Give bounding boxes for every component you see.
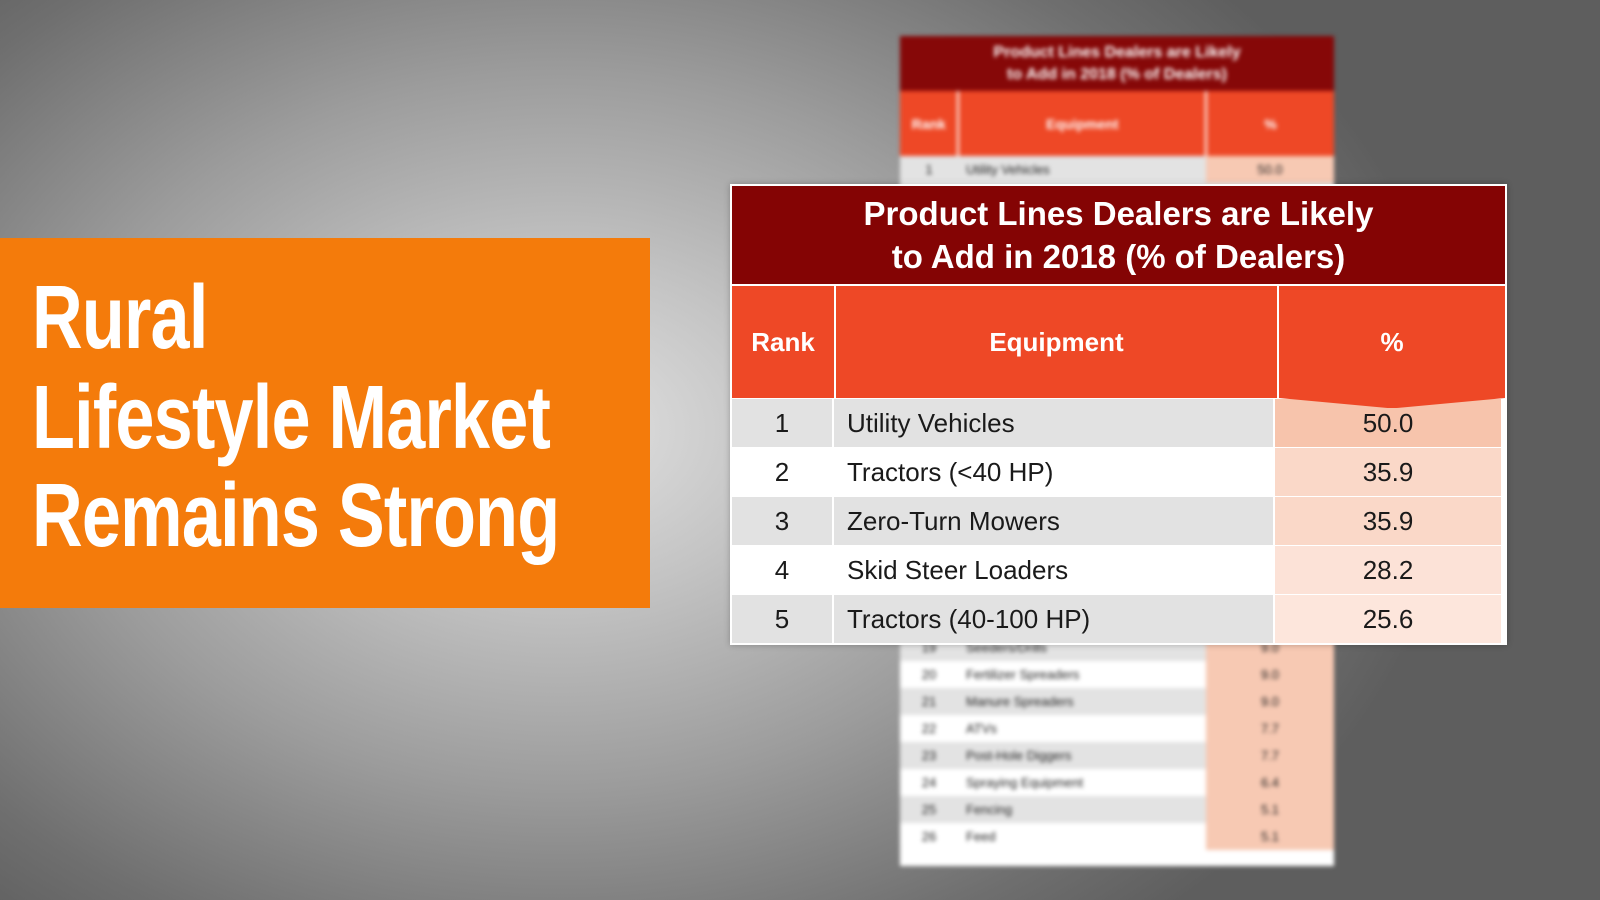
background-rank-cell: 24: [921, 775, 937, 790]
rank-cell: 1: [732, 399, 834, 447]
background-table-row: 20 Fertilizer Spreaders 9.0: [900, 661, 1334, 688]
background-header-equipment: Equipment: [959, 91, 1208, 156]
background-equipment-cell: Fencing: [966, 802, 1013, 817]
background-value-cell: 7.7: [1206, 715, 1334, 742]
background-header-rank: Rank: [900, 91, 960, 156]
product-lines-table: Product Lines Dealers are Likely to Add …: [730, 184, 1507, 645]
table-row: 1 Utility Vehicles 50.0: [732, 398, 1505, 447]
rank-cell: 5: [732, 595, 834, 643]
equipment-cell: Zero-Turn Mowers: [834, 497, 1275, 545]
percent-cell: 35.9: [1275, 448, 1501, 496]
background-rank-cell: 23: [921, 748, 937, 763]
background-equipment-cell: Fertilizer Spreaders: [966, 667, 1080, 682]
percent-cell: 25.6: [1275, 595, 1501, 643]
background-header-percent: %: [1264, 115, 1277, 132]
background-table-row: 24 Spraying Equipment 6.4: [900, 769, 1334, 796]
sort-indicator-icon: [1279, 398, 1505, 408]
background-value-cell: 5.1: [1206, 823, 1334, 850]
background-equipment-cell: ATVs: [966, 721, 997, 736]
background-value-cell: 6.4: [1206, 769, 1334, 796]
rank-cell: 2: [732, 448, 834, 496]
background-table-row: 1 Utility Vehicles 50.0: [900, 156, 1334, 183]
table-row: 4 Skid Steer Loaders 28.2: [732, 545, 1505, 594]
equipment-cell: Skid Steer Loaders: [834, 546, 1275, 594]
column-header-equipment: Equipment: [836, 286, 1279, 398]
equipment-cell: Utility Vehicles: [834, 399, 1275, 447]
background-value-cell: 9.0: [1206, 688, 1334, 715]
background-table-row: 26 Feed 5.1: [900, 823, 1334, 850]
background-equipment-cell: Post-Hole Diggers: [966, 748, 1072, 763]
background-table-row: 22 ATVs 7.7: [900, 715, 1334, 742]
background-value-cell: 5.1: [1206, 796, 1334, 823]
table-body: 1 Utility Vehicles 50.0 2 Tractors (<40 HP) 3…: [732, 398, 1505, 643]
background-equipment-cell: Utility Vehicles: [966, 162, 1050, 177]
background-table-bottom-rows: 19 Seeders/Drills 9.0 20 Fertilizer Spre…: [900, 634, 1334, 850]
background-equipment-cell: Feed: [966, 829, 996, 844]
table-row: 3 Zero-Turn Mowers 35.9: [732, 496, 1505, 545]
background-title-line-1: Product Lines Dealers are Likely: [993, 44, 1241, 61]
table-title-line-1: Product Lines Dealers are Likely: [863, 195, 1374, 232]
column-header-percent: %: [1279, 286, 1505, 408]
rank-cell: 4: [732, 546, 834, 594]
percent-cell: 28.2: [1275, 546, 1501, 594]
equipment-cell: Tractors (40-100 HP): [834, 595, 1275, 643]
background-rank-cell: 25: [921, 802, 937, 817]
background-rank-cell: 20: [921, 667, 937, 682]
table-row: 5 Tractors (40-100 HP) 25.6: [732, 594, 1505, 643]
table-title: Product Lines Dealers are Likely to Add …: [732, 186, 1505, 284]
background-rank-cell: 1: [925, 162, 933, 177]
table-title-line-2: to Add in 2018 (% of Dealers): [891, 238, 1346, 275]
background-equipment-cell: Spraying Equipment: [966, 775, 1084, 790]
column-header-percent-label: %: [1380, 326, 1404, 357]
background-table-row: 25 Fencing 5.1: [900, 796, 1334, 823]
background-value-cell: 9.0: [1206, 661, 1334, 688]
background-value-cell: 50.0: [1206, 156, 1334, 183]
background-title-line-2: to Add in 2018 (% of Dealers): [1007, 66, 1227, 83]
rank-cell: 3: [732, 497, 834, 545]
column-header-rank: Rank: [732, 286, 836, 398]
headline-line-1: Rural: [32, 268, 208, 368]
background-table-header: Rank Equipment %: [900, 91, 1334, 156]
table-header-row: Rank Equipment %: [732, 284, 1505, 408]
equipment-cell: Tractors (<40 HP): [834, 448, 1275, 496]
background-equipment-cell: Manure Spreaders: [966, 694, 1074, 709]
background-rank-cell: 21: [921, 694, 937, 709]
background-rank-cell: 22: [921, 721, 937, 736]
percent-cell: 35.9: [1275, 497, 1501, 545]
headline-line-2: Lifestyle Market: [32, 368, 551, 468]
background-table-top-rows: 1 Utility Vehicles 50.0: [900, 156, 1334, 183]
background-table-row: 21 Manure Spreaders 9.0: [900, 688, 1334, 715]
table-row: 2 Tractors (<40 HP) 35.9: [732, 447, 1505, 496]
background-value-cell: 7.7: [1206, 742, 1334, 769]
background-table-title: Product Lines Dealers are Likely to Add …: [900, 36, 1334, 91]
background-rank-cell: 26: [921, 829, 937, 844]
background-table-row: 23 Post-Hole Diggers 7.7: [900, 742, 1334, 769]
headline-banner: Rural Lifestyle Market Remains Strong: [0, 238, 650, 608]
headline-line-3: Remains Strong: [32, 466, 560, 566]
